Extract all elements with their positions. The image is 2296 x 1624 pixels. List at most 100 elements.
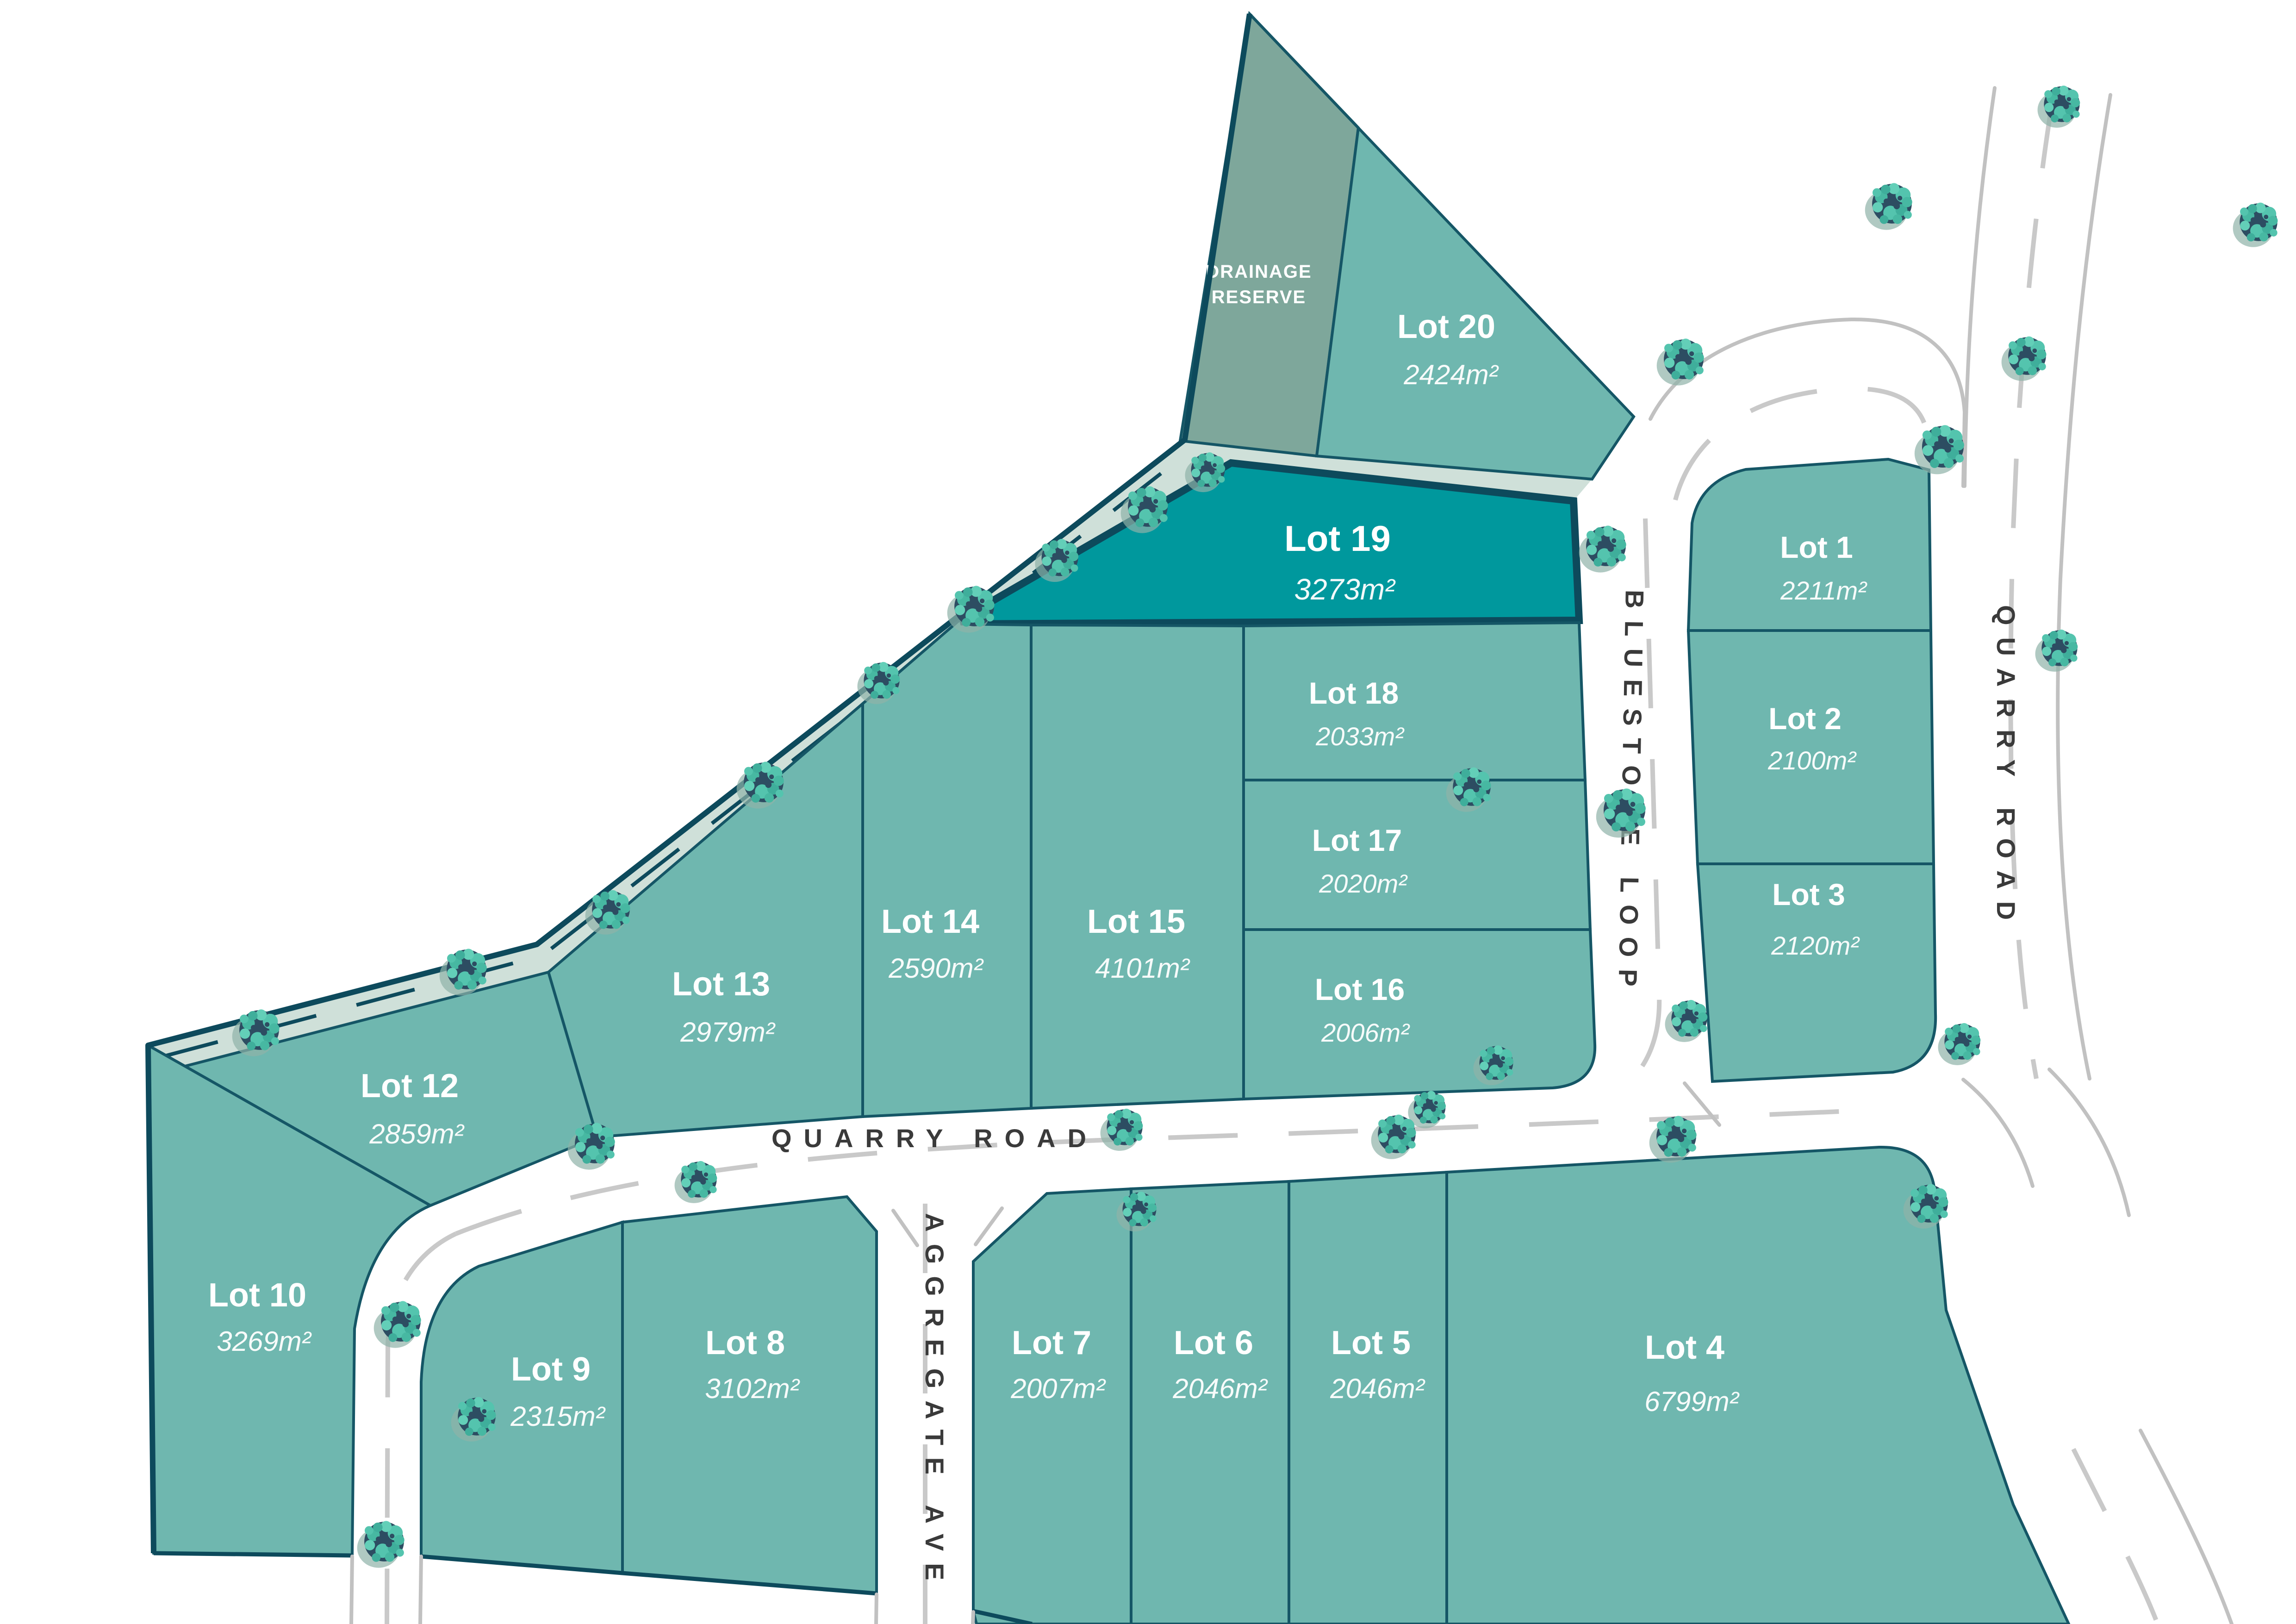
lot-17-shape bbox=[1242, 779, 1592, 931]
lot-20-area: 2424m² bbox=[1403, 359, 1499, 390]
bluestone-centerline bbox=[1609, 518, 1662, 1099]
lot-9-area: 2315m² bbox=[510, 1401, 605, 1432]
lot-3-shape bbox=[1696, 862, 1937, 1083]
junction-arc-outer bbox=[2047, 1068, 2131, 1217]
lot-15-area: 4101m² bbox=[1095, 953, 1190, 984]
drainage-reserve-label-line1: DRAINAGE bbox=[1206, 262, 1312, 282]
boundary-south bbox=[153, 1551, 1033, 1624]
tree-icon bbox=[1665, 999, 1708, 1042]
lot-20-name: Lot 20 bbox=[1397, 308, 1495, 345]
boundary-west bbox=[145, 13, 1252, 1554]
drainage-reserve-label-line2: RESERVE bbox=[1212, 287, 1306, 307]
offsite-road-southeast-edge bbox=[2139, 1429, 2234, 1624]
lot-10-area: 3269m² bbox=[217, 1326, 311, 1357]
lot-15-shape bbox=[1030, 623, 1245, 1110]
lot-4-area: 6799m² bbox=[1644, 1386, 1739, 1417]
tree-icon bbox=[1656, 338, 1704, 386]
lot-15-name: Lot 15 bbox=[1087, 903, 1185, 940]
lot-13-parcel[interactable]: Lot 13 2979m² bbox=[547, 700, 864, 1139]
tree-icon bbox=[373, 1301, 421, 1348]
lot-16-area: 2006m² bbox=[1321, 1018, 1410, 1047]
aggregate-edge-left bbox=[874, 1593, 878, 1624]
lot-10-name: Lot 10 bbox=[208, 1277, 306, 1314]
lot-20-shape bbox=[1248, 12, 1636, 481]
lot-6-parcel[interactable]: Lot 6 2046m² bbox=[1130, 1180, 1290, 1624]
lot-18-area: 2033m² bbox=[1315, 722, 1405, 751]
tree-icon bbox=[2037, 85, 2080, 128]
loop-top-road-centerline bbox=[1673, 386, 1928, 501]
tree-icon bbox=[674, 1161, 717, 1203]
lot-18-parcel[interactable]: Lot 18 2033m² bbox=[1242, 621, 1587, 781]
tree-icon bbox=[1100, 1108, 1143, 1151]
lot-4-name: Lot 4 bbox=[1645, 1329, 1724, 1366]
lot-10-shape bbox=[146, 1043, 434, 1557]
quarry-road-vertical: QUARRY ROAD bbox=[1961, 86, 2234, 1624]
lot-2-area: 2100m² bbox=[1767, 746, 1857, 775]
bluestone-junction-marking bbox=[1683, 1081, 1721, 1127]
lot-5-parcel[interactable]: Lot 5 2046m² bbox=[1288, 1170, 1448, 1624]
lot-17-parcel[interactable]: Lot 17 2020m² bbox=[1242, 779, 1592, 931]
lot-3-name: Lot 3 bbox=[1772, 877, 1845, 912]
lot-19-parcel-highlighted[interactable]: Lot 19 3273m² bbox=[956, 459, 1583, 628]
tree-icon bbox=[2233, 202, 2278, 247]
lot-9-shape bbox=[420, 1220, 624, 1575]
lot-13-area: 2979m² bbox=[680, 1017, 775, 1048]
offsite-road-edge-northwest bbox=[1963, 86, 1997, 488]
lot-9-name: Lot 9 bbox=[511, 1351, 591, 1388]
lot-14-name: Lot 14 bbox=[881, 903, 979, 940]
lot-3-area: 2120m² bbox=[1771, 931, 1860, 960]
lot-8-parcel[interactable]: Lot 8 3102m² bbox=[621, 1195, 878, 1595]
tree-icon bbox=[1938, 1023, 1981, 1065]
lot-5-area: 2046m² bbox=[1330, 1373, 1425, 1404]
lot-17-area: 2020m² bbox=[1319, 869, 1408, 898]
lot-19-name: Lot 19 bbox=[1284, 518, 1391, 559]
lot-4-parcel[interactable]: Lot 4 6799m² bbox=[1445, 1145, 2071, 1624]
junction-arc-inner bbox=[1961, 1078, 2035, 1188]
lot-20-parcel[interactable]: Lot 20 2424m² bbox=[1248, 12, 1636, 481]
tree-icon bbox=[1914, 425, 1964, 475]
lot-3-parcel[interactable]: Lot 3 2120m² bbox=[1696, 862, 1937, 1083]
west-road-edge-right bbox=[418, 1555, 423, 1624]
lot-4-shape bbox=[1445, 1145, 2071, 1624]
lot-14-parcel[interactable]: Lot 14 2590m² bbox=[861, 617, 1033, 1118]
lot-7-name: Lot 7 bbox=[1012, 1324, 1091, 1362]
lot-6-area: 2046m² bbox=[1172, 1373, 1268, 1404]
tree-icon bbox=[1371, 1114, 1416, 1159]
tree-icon bbox=[1579, 525, 1626, 573]
lot-1-area: 2211m² bbox=[1780, 576, 1867, 605]
lot-10-parcel[interactable]: Lot 10 3269m² bbox=[146, 1043, 434, 1557]
quarry-vertical-centerline bbox=[2008, 99, 2055, 1079]
lot-6-shape bbox=[1130, 1180, 1290, 1624]
tree-icon bbox=[1865, 183, 1912, 230]
lot-2-parcel[interactable]: Lot 2 2100m² bbox=[1686, 629, 1935, 865]
lot-6-name: Lot 6 bbox=[1174, 1324, 1253, 1362]
lot-8-area: 3102m² bbox=[705, 1373, 800, 1404]
quarry-road-horizontal: QUARRY ROAD bbox=[455, 1108, 1870, 1236]
tree-icon bbox=[357, 1521, 404, 1568]
lot-1-parcel[interactable]: Lot 1 2211m² bbox=[1686, 457, 1933, 632]
aggregate-junction-marking-right bbox=[974, 1206, 1004, 1246]
quarry-road-horizontal-label: QUARRY ROAD bbox=[772, 1124, 1098, 1153]
lot-5-name: Lot 5 bbox=[1331, 1324, 1411, 1362]
lot-5-shape bbox=[1288, 1170, 1448, 1624]
lot-19-area: 3273m² bbox=[1294, 573, 1396, 606]
lot-1-name: Lot 1 bbox=[1780, 530, 1853, 564]
west-road-edge-left bbox=[349, 1555, 354, 1624]
aggregate-junction-marking-left bbox=[891, 1209, 919, 1247]
lot-14-area: 2590m² bbox=[888, 953, 983, 984]
offsite-road-southeast-centerline bbox=[2071, 1448, 2160, 1624]
lot-16-shape bbox=[1242, 928, 1597, 1101]
lot-12-area: 2859m² bbox=[369, 1118, 464, 1149]
lot-16-name: Lot 16 bbox=[1315, 972, 1405, 1006]
lot-7-parcel[interactable]: Lot 7 2007m² bbox=[972, 1187, 1132, 1624]
lot-9-parcel[interactable]: Lot 9 2315m² bbox=[420, 1220, 624, 1575]
lot-7-area: 2007m² bbox=[1010, 1373, 1106, 1404]
quarry-road-centerline bbox=[455, 1108, 1870, 1236]
lot-2-name: Lot 2 bbox=[1768, 701, 1842, 736]
lot-7-shape bbox=[972, 1187, 1132, 1624]
lot-15-parcel[interactable]: Lot 15 4101m² bbox=[1030, 623, 1245, 1110]
lot-16-parcel[interactable]: Lot 16 2006m² bbox=[1242, 928, 1597, 1101]
lot-17-name: Lot 17 bbox=[1312, 823, 1402, 857]
lot-18-shape bbox=[1242, 621, 1587, 781]
